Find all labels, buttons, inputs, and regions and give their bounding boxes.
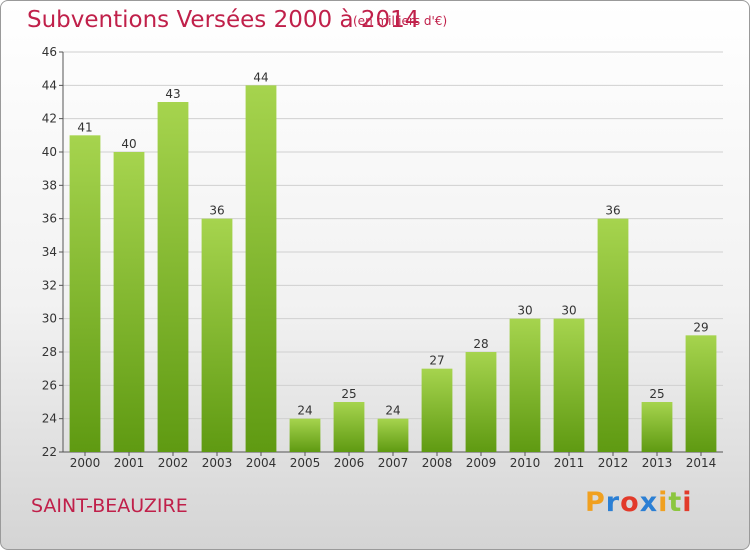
x-tick-label: 2009 [466,456,497,470]
data-label: 29 [693,320,708,334]
y-tick-label: 28 [42,345,57,359]
bar [333,402,365,452]
bar [157,102,189,452]
data-label: 36 [605,204,620,218]
logo-letter: o [620,487,640,518]
y-tick-label: 42 [42,112,57,126]
bar [113,152,145,452]
data-label: 27 [429,354,444,368]
data-label: 30 [517,304,532,318]
chart-title: Subventions Versées 2000 à 2014 [27,7,420,33]
bar [421,368,453,452]
x-tick-label: 2011 [554,456,585,470]
data-label: 25 [341,387,356,401]
labels: 41 40 43 36 44 24 25 24 27 28 30 30 36 25 29 [77,70,708,417]
bar [465,352,497,452]
data-label: 44 [253,70,268,84]
x-tick-label: 2005 [290,456,321,470]
commune-name: SAINT-BEAUZIRE [31,495,188,517]
x-tick-label: 2003 [202,456,233,470]
y-tick-label: 46 [42,45,57,59]
data-label: 28 [473,337,488,351]
x-tick-label: 2007 [378,456,409,470]
logo-letter: x [639,487,659,518]
y-tick-label: 44 [42,78,57,92]
bar [377,418,409,452]
bar [641,402,673,452]
data-label: 41 [77,120,92,134]
y-tick-label: 32 [42,278,57,292]
bar [201,218,233,452]
y-tick-label: 30 [42,312,57,326]
x-tick-label: 2010 [510,456,541,470]
data-label: 25 [649,387,664,401]
x-tick-label: 2008 [422,456,453,470]
bar [245,85,277,452]
bar [69,135,101,453]
bar [289,418,321,452]
y-tick-label: 36 [42,212,57,226]
x-tick-label: 2000 [70,456,101,470]
x-tick-label: 2014 [686,456,717,470]
y-tick-label: 24 [42,412,57,426]
x-tick-label: 2006 [334,456,365,470]
logo-letter: P [585,487,606,518]
bar [597,218,629,452]
data-label: 43 [165,87,180,101]
logo-letter: i [658,487,669,518]
bar [685,335,717,452]
y-tick-label: 40 [42,145,57,159]
logo-letter: r [605,487,621,518]
axes: 22 24 26 28 30 32 34 36 38 40 42 44 46 2000 2001 2002 20… [42,45,723,470]
x-tick-label: 2001 [114,456,145,470]
data-label: 36 [209,204,224,218]
proxiti-logo: Proxiti [585,487,693,518]
data-label: 24 [297,404,312,418]
logo-letter: t [668,487,683,518]
y-tick-label: 38 [42,178,57,192]
x-tick-label: 2004 [246,456,277,470]
data-label: 24 [385,404,400,418]
x-tick-label: 2012 [598,456,629,470]
x-tick-label: 2013 [642,456,673,470]
bar [509,318,541,452]
bar [553,318,585,452]
y-tick-label: 34 [42,245,57,259]
chart-subtitle: (en milliers d'€) [353,14,448,28]
logo-letter: i [682,487,693,518]
data-label: 30 [561,304,576,318]
y-tick-label: 26 [42,378,57,392]
data-label: 40 [121,137,136,151]
x-tick-label: 2002 [158,456,189,470]
y-tick-label: 22 [42,445,57,459]
bars [69,85,717,453]
